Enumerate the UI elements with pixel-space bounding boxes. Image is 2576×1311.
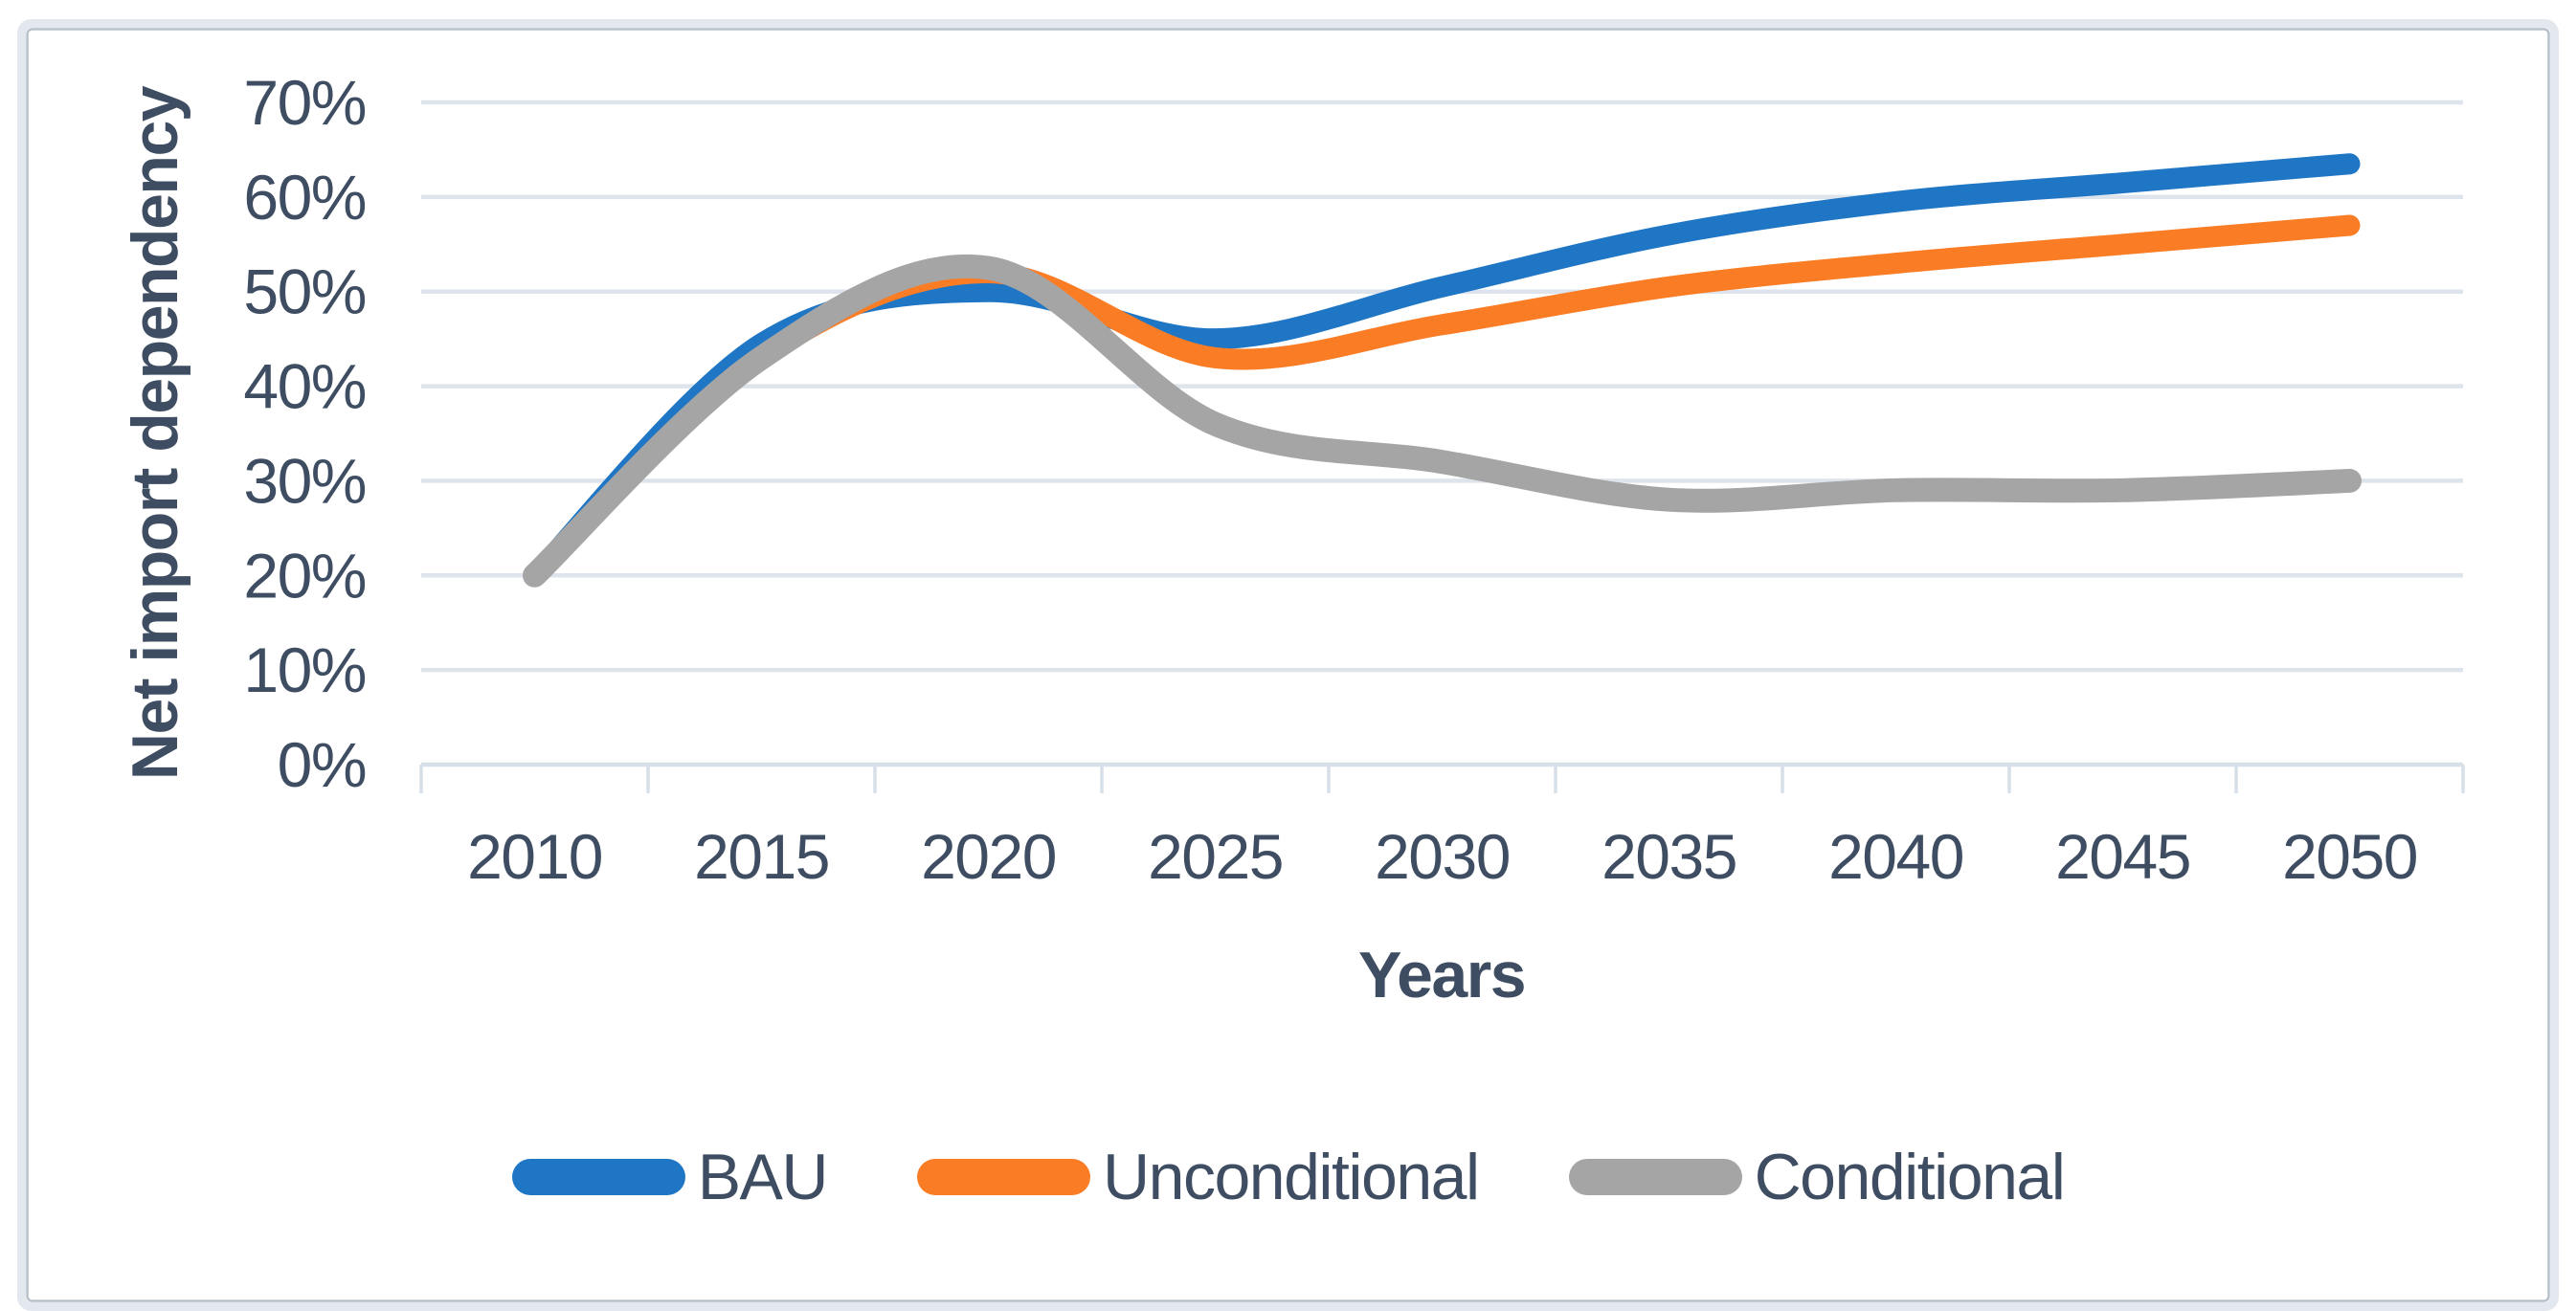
y-tick-label: 40%	[243, 351, 366, 422]
x-tick-label: 2015	[694, 821, 829, 892]
legend-swatch-icon	[511, 1159, 685, 1195]
series-lines	[523, 153, 2362, 588]
legend-item-bau: BAU	[511, 1141, 829, 1213]
legend-label: Conditional	[1754, 1141, 2066, 1213]
x-tick-label: 2025	[1148, 821, 1283, 892]
x-tick-label: 2045	[2055, 821, 2190, 892]
x-tick-label: 2010	[467, 821, 602, 892]
y-tick-label: 0%	[278, 729, 366, 800]
chart-frame-band	[17, 19, 2559, 1311]
x-tick-label: 2030	[1375, 821, 1510, 892]
x-axis-line-and-ticks	[419, 762, 2465, 793]
x-axis-title: Years	[1358, 939, 1525, 1011]
legend-label: BAU	[697, 1141, 829, 1213]
series-line-conditional	[523, 254, 2362, 588]
legend-swatch-icon	[1568, 1159, 1742, 1195]
legend-label: Unconditional	[1103, 1141, 1480, 1213]
y-tick-label: 70%	[243, 67, 366, 138]
y-tick-label: 50%	[243, 256, 366, 327]
legend-item-unconditional: Unconditional	[917, 1141, 1480, 1213]
y-axis-tick-labels: 0% 10% 20% 30% 40% 50% 60% 70%	[243, 67, 367, 800]
series-line-bau	[524, 153, 2361, 587]
legend-item-conditional: Conditional	[1568, 1141, 2066, 1213]
x-tick-label: 2050	[2282, 821, 2417, 892]
y-axis-title: Net import dependency	[119, 85, 191, 780]
y-tick-label: 10%	[243, 634, 366, 705]
x-axis-tick-labels: 2010 2015 2020 2025 2030 2035 2040 2045 2050	[467, 821, 2418, 892]
x-tick-label: 2035	[1602, 821, 1736, 892]
y-tick-label: 60%	[243, 162, 366, 233]
legend-swatch-icon	[917, 1159, 1091, 1195]
y-tick-label: 20%	[243, 540, 366, 611]
chart-frame-line	[26, 28, 2550, 1302]
x-tick-label: 2040	[1828, 821, 1963, 892]
legend: BAU Unconditional Conditional	[0, 1133, 2576, 1221]
x-tick-label: 2020	[921, 821, 1056, 892]
y-tick-label: 30%	[243, 445, 366, 516]
